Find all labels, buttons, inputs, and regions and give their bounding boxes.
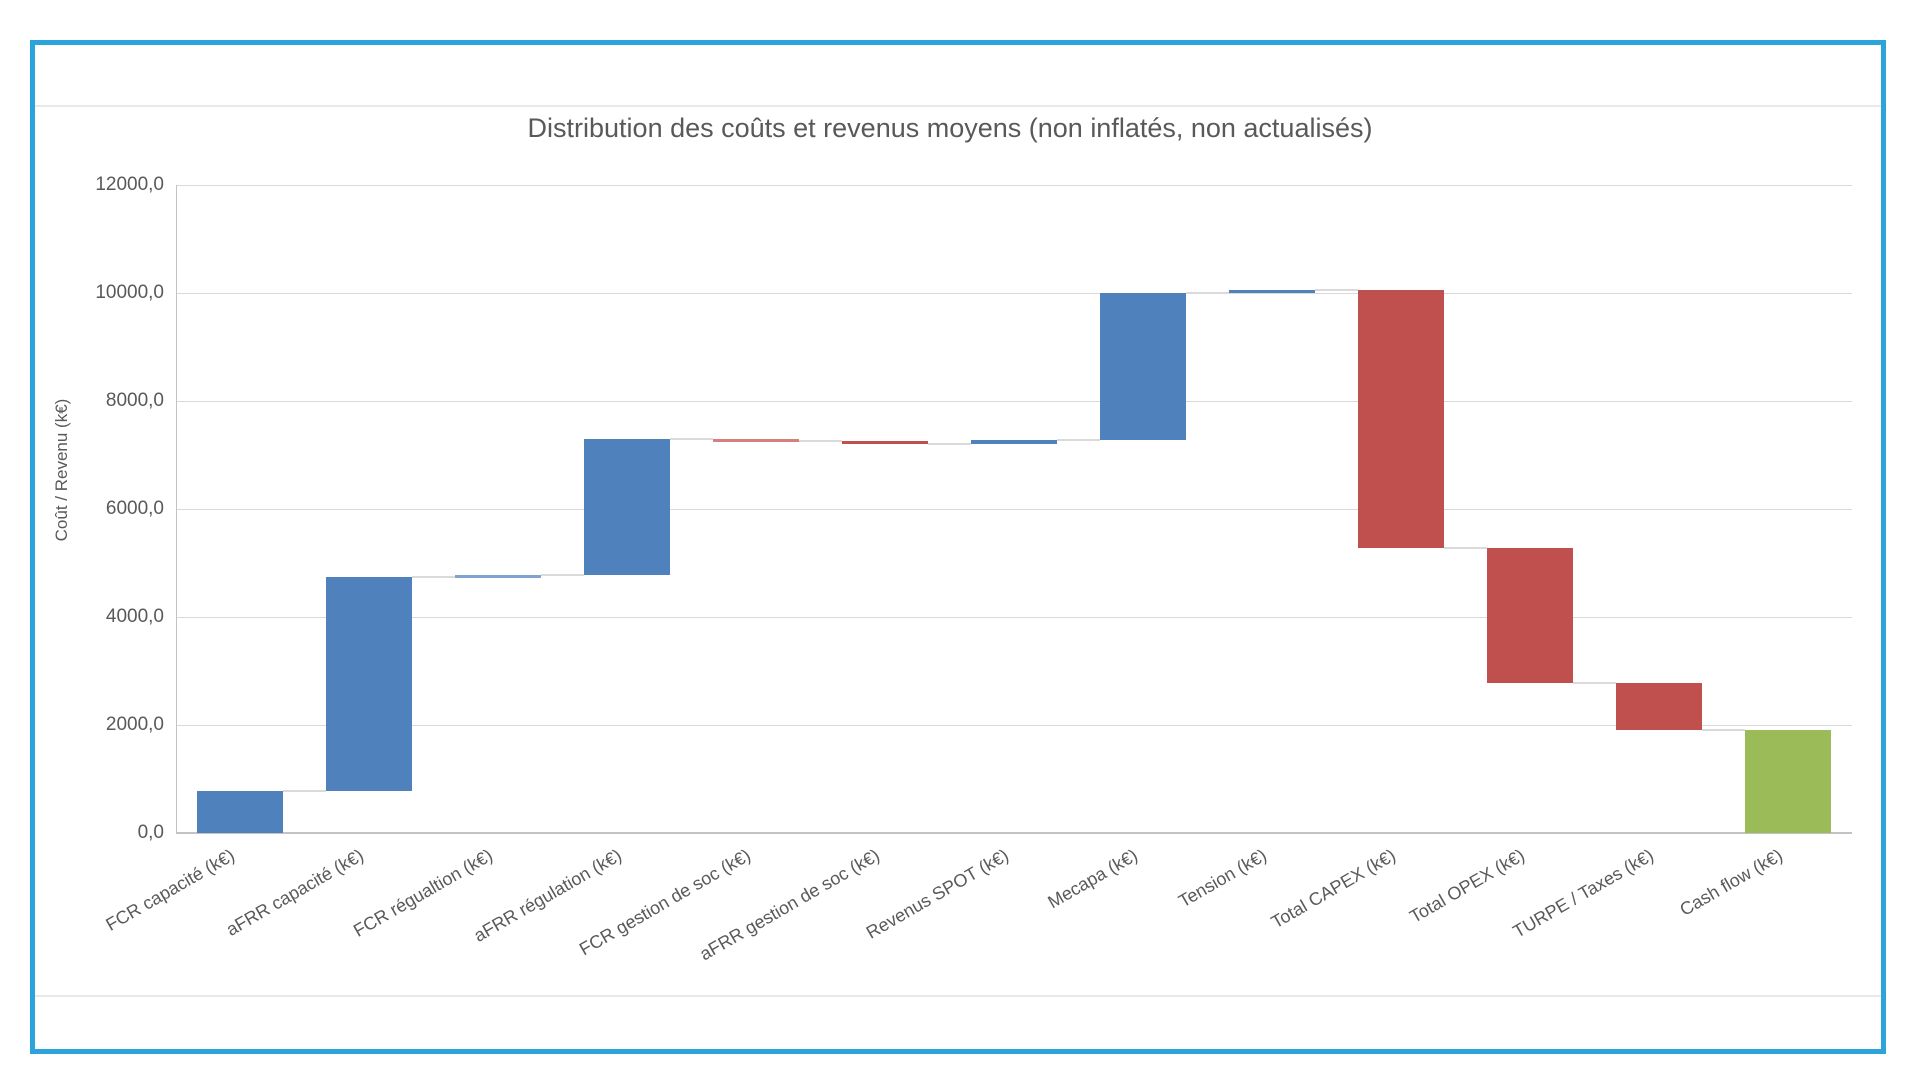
y-tick-label: 8000,0 bbox=[105, 390, 164, 411]
waterfall-connector bbox=[1314, 289, 1358, 292]
gridline-8000 bbox=[176, 401, 1852, 402]
waterfall-connector bbox=[1572, 681, 1616, 684]
waterfall-connector bbox=[412, 575, 456, 578]
y-axis-line bbox=[176, 185, 177, 833]
bar-total-capex-k- bbox=[1357, 290, 1444, 548]
bar-revenus-spot-k- bbox=[971, 439, 1057, 445]
y-tick-label: 2000,0 bbox=[105, 714, 164, 735]
bar-turpe-taxes-k- bbox=[1615, 682, 1702, 731]
x-category-label: TURPE / Taxes (k€) bbox=[1509, 845, 1657, 942]
bottom-hairline bbox=[35, 995, 1881, 997]
bar-fcr-gestion-de-soc-k- bbox=[713, 438, 800, 442]
gridline-6000 bbox=[176, 509, 1852, 510]
bar-afrr-gestion-de-soc-k- bbox=[842, 440, 929, 445]
gridline-2000 bbox=[176, 725, 1852, 726]
gridline-10000 bbox=[176, 293, 1852, 294]
bar-afrr-capacit-k- bbox=[326, 576, 413, 791]
bar-cash-flow-k- bbox=[1744, 730, 1831, 833]
waterfall-connector bbox=[1185, 292, 1229, 294]
bar-total-opex-k- bbox=[1486, 547, 1573, 683]
x-category-label: Mecapa (k€) bbox=[1044, 845, 1141, 913]
x-category-label: FCR capacité (k€) bbox=[102, 845, 239, 935]
waterfall-connector bbox=[799, 439, 843, 442]
waterfall-connector bbox=[1057, 438, 1100, 441]
waterfall-connector bbox=[541, 573, 585, 576]
waterfall-connector bbox=[928, 443, 971, 446]
bar-fcr-capacit-k- bbox=[197, 790, 284, 833]
gridline-4000 bbox=[176, 617, 1852, 618]
y-tick-label: 10000,0 bbox=[95, 282, 164, 303]
waterfall-connector bbox=[1701, 729, 1745, 732]
x-axis-line bbox=[176, 832, 1852, 834]
y-tick-label: 12000,0 bbox=[95, 174, 164, 195]
x-category-label: Revenus SPOT (k€) bbox=[862, 845, 1012, 943]
y-tick-label: 0,0 bbox=[137, 822, 164, 843]
bar-mecapa-k- bbox=[1099, 293, 1186, 440]
waterfall-connector bbox=[283, 789, 327, 792]
bar-afrr-r-gulation-k- bbox=[584, 438, 671, 575]
bar-fcr-r-gualtion-k- bbox=[455, 574, 542, 578]
x-category-label: Total CAPEX (k€) bbox=[1267, 845, 1399, 933]
waterfall-connector bbox=[1443, 546, 1487, 549]
x-category-label: aFRR capacité (k€) bbox=[223, 845, 368, 940]
x-category-label: Tension (k€) bbox=[1174, 845, 1270, 912]
waterfall-connector bbox=[670, 437, 714, 440]
chart-title: Distribution des coûts et revenus moyens… bbox=[527, 113, 1373, 143]
x-category-label: Cash flow (k€) bbox=[1675, 845, 1786, 920]
bar-tension-k- bbox=[1228, 290, 1315, 294]
chart-frame-border bbox=[30, 40, 1886, 1054]
y-tick-label: 4000,0 bbox=[105, 606, 164, 627]
x-category-label: Total OPEX (k€) bbox=[1405, 845, 1528, 927]
y-tick-label: 6000,0 bbox=[105, 498, 164, 519]
top-hairline bbox=[35, 105, 1881, 107]
gridline-12000 bbox=[176, 185, 1852, 186]
